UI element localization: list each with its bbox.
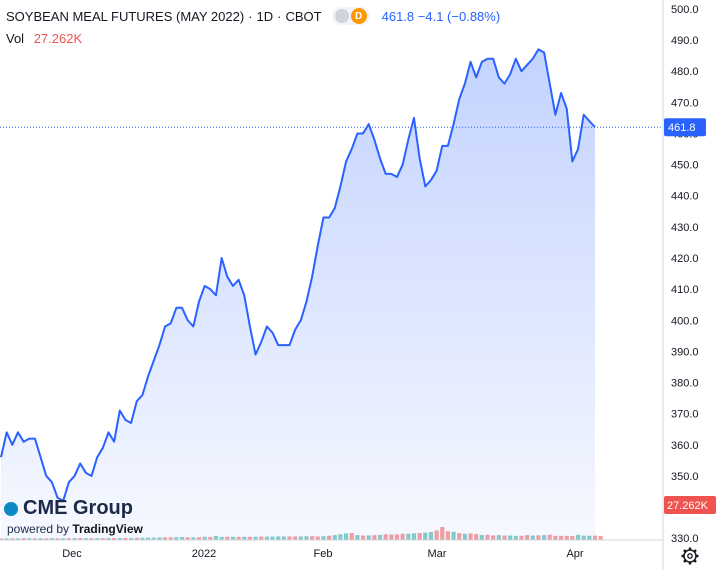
y-tick-label: 350.0: [671, 471, 699, 483]
y-tick-label: 360.0: [671, 440, 699, 452]
x-tick-label: Dec: [62, 548, 82, 560]
y-tick-label: 500.0: [671, 4, 699, 16]
y-tick-label: 400.0: [671, 315, 699, 327]
y-tick-label: 440.0: [671, 191, 699, 203]
last-price-readout: 461.8 −4.1 (−0.88%): [382, 9, 501, 24]
interval-label[interactable]: 1D: [256, 8, 274, 24]
volume-label: Vol: [6, 31, 25, 46]
status-dot-icon: [334, 9, 349, 23]
price-line: [0, 48, 596, 502]
cme-logo: CME Group: [4, 497, 143, 520]
y-tick-label: 470.0: [671, 97, 699, 109]
y-tick-label: 370.0: [671, 409, 699, 421]
powered-by-text: powered by: [7, 522, 70, 536]
y-tick-label: 390.0: [671, 346, 699, 358]
y-tick-label: 490.0: [671, 35, 699, 47]
powered-by: powered by TradingView: [7, 522, 143, 536]
volume-value: 27.262K: [33, 31, 83, 46]
y-tick-label: 330.0: [671, 533, 699, 545]
y-tick-label: 410.0: [671, 284, 699, 296]
y-tick-label: 450.0: [671, 160, 699, 172]
x-tick-label: 2022: [192, 548, 216, 560]
y-tick-label: 380.0: [671, 378, 699, 390]
exchange-label: CBOT: [285, 8, 322, 24]
last-price-label-bg: [664, 118, 706, 137]
last-price-label: 461.8: [668, 122, 696, 134]
market-status[interactable]: D: [331, 7, 370, 25]
cme-logo-text: CME Group: [23, 497, 133, 519]
y-tick-label: 430.0: [671, 222, 699, 234]
symbol-title[interactable]: SOYBEAN MEAL FUTURES (MAY 2022): [6, 8, 245, 24]
price-change: −4.1 (−0.88%): [417, 8, 501, 24]
volume-bar: [598, 535, 603, 540]
price-area: [1, 49, 595, 540]
last-price: 461.8: [381, 8, 415, 24]
volume-axis-label: 27.262K: [667, 500, 709, 512]
branding[interactable]: CME Group powered by TradingView: [4, 497, 143, 536]
y-tick-label: 420.0: [671, 253, 699, 265]
delayed-badge: D: [350, 8, 367, 24]
tradingview-text: TradingView: [72, 522, 143, 536]
volume-legend: Vol 27.262K: [6, 31, 82, 46]
y-tick-label: 480.0: [671, 66, 699, 78]
cme-globe-icon: [4, 501, 18, 516]
chart-header: SOYBEAN MEAL FUTURES (MAY 2022) · 1D · C…: [6, 7, 501, 25]
x-tick-label: Apr: [566, 548, 583, 560]
settings-gear-icon[interactable]: [681, 547, 699, 565]
x-tick-label: Mar: [428, 548, 447, 560]
volume-label-bg: [664, 496, 716, 514]
x-tick-label: Feb: [314, 548, 333, 560]
